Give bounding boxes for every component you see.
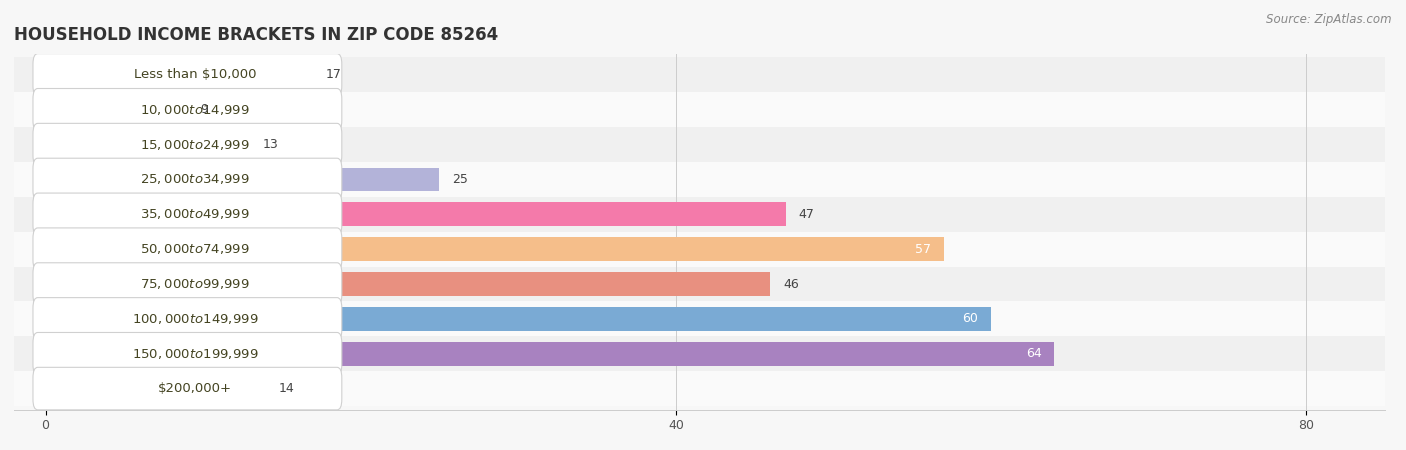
Bar bbox=[45, 237, 943, 261]
Text: $25,000 to $34,999: $25,000 to $34,999 bbox=[141, 172, 250, 186]
Bar bbox=[14, 371, 1385, 406]
Bar bbox=[45, 63, 314, 87]
Text: HOUSEHOLD INCOME BRACKETS IN ZIP CODE 85264: HOUSEHOLD INCOME BRACKETS IN ZIP CODE 85… bbox=[14, 26, 498, 44]
Text: Source: ZipAtlas.com: Source: ZipAtlas.com bbox=[1267, 14, 1392, 27]
FancyBboxPatch shape bbox=[32, 333, 342, 375]
Text: $100,000 to $149,999: $100,000 to $149,999 bbox=[132, 312, 259, 326]
Text: 14: 14 bbox=[278, 382, 294, 395]
Text: $200,000+: $200,000+ bbox=[159, 382, 232, 395]
Bar bbox=[14, 92, 1385, 127]
Text: 60: 60 bbox=[963, 312, 979, 325]
Bar bbox=[45, 98, 187, 122]
Text: $10,000 to $14,999: $10,000 to $14,999 bbox=[141, 103, 250, 117]
FancyBboxPatch shape bbox=[32, 89, 342, 131]
FancyBboxPatch shape bbox=[32, 367, 342, 410]
Text: 9: 9 bbox=[200, 103, 208, 116]
Bar bbox=[14, 58, 1385, 92]
Bar bbox=[14, 162, 1385, 197]
Text: $75,000 to $99,999: $75,000 to $99,999 bbox=[141, 277, 250, 291]
Bar bbox=[45, 167, 440, 191]
Bar bbox=[45, 307, 991, 331]
Text: $150,000 to $199,999: $150,000 to $199,999 bbox=[132, 347, 259, 361]
Text: 57: 57 bbox=[915, 243, 931, 256]
Text: Less than $10,000: Less than $10,000 bbox=[134, 68, 256, 81]
Text: 47: 47 bbox=[799, 208, 814, 221]
Bar bbox=[45, 202, 786, 226]
Bar bbox=[14, 127, 1385, 162]
FancyBboxPatch shape bbox=[32, 193, 342, 236]
Bar bbox=[14, 336, 1385, 371]
Bar bbox=[14, 266, 1385, 302]
Bar bbox=[14, 302, 1385, 336]
Text: 46: 46 bbox=[783, 278, 799, 291]
Bar bbox=[45, 272, 770, 296]
Bar bbox=[45, 133, 250, 157]
Text: $15,000 to $24,999: $15,000 to $24,999 bbox=[141, 138, 250, 152]
FancyBboxPatch shape bbox=[32, 263, 342, 305]
Text: $35,000 to $49,999: $35,000 to $49,999 bbox=[141, 207, 250, 221]
Bar bbox=[45, 377, 266, 400]
Bar bbox=[45, 342, 1054, 365]
Text: $50,000 to $74,999: $50,000 to $74,999 bbox=[141, 242, 250, 256]
Bar bbox=[14, 232, 1385, 266]
Bar bbox=[14, 197, 1385, 232]
Text: 17: 17 bbox=[326, 68, 342, 81]
Text: 64: 64 bbox=[1025, 347, 1042, 360]
FancyBboxPatch shape bbox=[32, 123, 342, 166]
Text: 25: 25 bbox=[453, 173, 468, 186]
FancyBboxPatch shape bbox=[32, 297, 342, 340]
FancyBboxPatch shape bbox=[32, 228, 342, 270]
FancyBboxPatch shape bbox=[32, 54, 342, 96]
Text: 13: 13 bbox=[263, 138, 278, 151]
FancyBboxPatch shape bbox=[32, 158, 342, 201]
